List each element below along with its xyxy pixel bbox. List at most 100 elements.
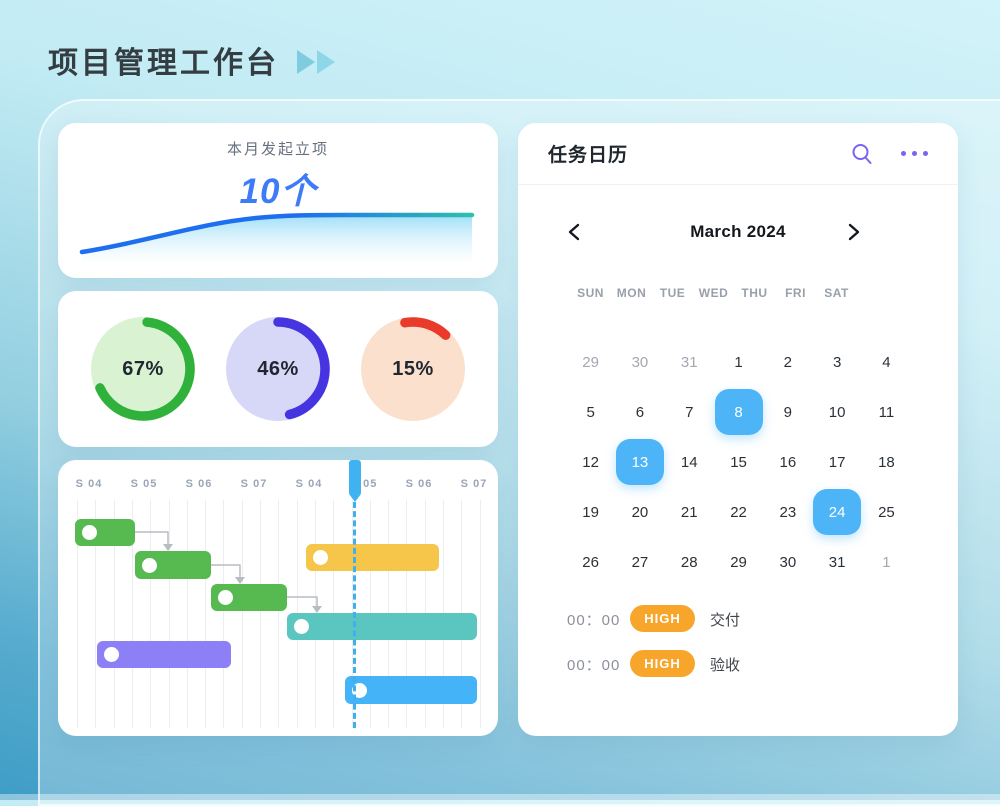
stat-label: 本月发起立项	[226, 141, 329, 158]
donut-percent-label: 67%	[122, 357, 164, 380]
gantt-gridline	[95, 500, 97, 728]
weekday-label-sun: SUN	[577, 286, 604, 300]
gantt-axis-label: S 06	[185, 478, 213, 490]
timeline-marker[interactable]	[349, 460, 361, 502]
day-cell-19[interactable]: 19	[582, 503, 599, 521]
date-grid: 29 30 31 1 2 3 4 5 6 7 8 9 10 11 12 13 14 15 16 17 18 19 20 21 2…	[566, 337, 911, 587]
day-cell-11[interactable]: 11	[878, 403, 895, 421]
day-cell-31[interactable]: 31	[828, 553, 846, 571]
day-cell-21[interactable]: 21	[680, 503, 698, 521]
day-cell-30[interactable]: 30	[631, 353, 649, 371]
stat-value: 10个	[239, 172, 317, 211]
prev-month-button[interactable]	[562, 220, 586, 244]
gantt-bar-3[interactable]	[211, 584, 287, 611]
priority-badge: HIGH	[630, 605, 695, 632]
task-row-2[interactable]: 00：00 HIGH 验收	[518, 650, 958, 678]
gantt-gridline	[77, 500, 78, 728]
fast-forward-icon	[295, 49, 339, 75]
day-cell-1[interactable]: 1	[734, 353, 743, 371]
day-cell-1[interactable]: 1	[882, 553, 891, 571]
search-icon[interactable]	[851, 143, 873, 165]
gantt-gridline	[113, 500, 115, 728]
calendar-title: 任务日历	[548, 145, 629, 166]
day-cell-25[interactable]: 25	[878, 503, 895, 521]
gantt-card: S 04 S 05 S 06 S 07 S 04 S 05 S 06 S 07	[58, 460, 498, 736]
day-cell-3[interactable]: 3	[832, 353, 842, 371]
gantt-bar-handle	[142, 557, 157, 573]
day-cell-7[interactable]: 7	[685, 403, 694, 421]
day-cell-23[interactable]: 23	[779, 503, 797, 521]
next-month-button[interactable]	[842, 220, 866, 244]
today-dashed-line	[353, 502, 356, 728]
month-navigation: March 2024	[518, 215, 958, 249]
gantt-bar-1[interactable]	[75, 519, 135, 546]
donut-percent-label: 46%	[257, 357, 299, 380]
day-cell-18[interactable]: 18	[878, 453, 895, 471]
task-label: 交付	[710, 612, 741, 629]
donut-chart-2: 46%	[220, 311, 336, 427]
progress-donuts-card: 67% 46% 15%	[58, 291, 498, 447]
day-cell-29[interactable]: 29	[582, 353, 599, 371]
page-title: 项目管理工作台	[48, 47, 279, 80]
gantt-gridline	[131, 500, 133, 728]
gantt-gridline	[205, 500, 207, 728]
day-cell-2[interactable]: 2	[783, 353, 792, 371]
gantt-gridline	[260, 500, 261, 728]
day-cell-22[interactable]: 22	[730, 503, 747, 521]
gantt-bar-handle	[313, 550, 328, 565]
weekday-header: SUN MON TUE WED THU FRI SAT	[570, 286, 857, 300]
day-cell-27[interactable]: 27	[631, 553, 649, 571]
gantt-bar-6[interactable]	[97, 641, 231, 668]
month-label: March 2024	[690, 222, 786, 241]
day-cell-8-selected[interactable]: 8	[714, 387, 763, 437]
day-cell-5[interactable]: 5	[586, 403, 595, 421]
day-cell-26[interactable]: 26	[582, 553, 599, 571]
day-cell-28[interactable]: 28	[680, 553, 698, 571]
weekday-label-wed: WED	[698, 286, 729, 300]
day-cell-16[interactable]: 16	[779, 453, 797, 471]
gantt-gridline	[168, 500, 170, 728]
task-calendar-card: 任务日历 March 2024 SUN MON TUE WED THU FRI SAT 29…	[518, 123, 958, 736]
gantt-axis-label: S 06	[405, 478, 433, 490]
bottom-highlight	[0, 794, 1000, 800]
day-cell-9[interactable]: 9	[783, 403, 792, 421]
page-header: 项目管理工作台	[48, 38, 339, 82]
gantt-bar-5[interactable]	[287, 613, 477, 640]
day-cell-31[interactable]: 31	[680, 353, 698, 371]
day-cell-17[interactable]: 17	[828, 453, 846, 471]
weekday-label-thu: THU	[741, 286, 768, 300]
day-cell-12[interactable]: 12	[582, 453, 599, 471]
gantt-gridline	[150, 500, 152, 728]
day-cell-6[interactable]: 6	[635, 403, 645, 421]
gantt-axis-label: S 05	[130, 478, 158, 490]
day-cell-15[interactable]: 15	[730, 453, 747, 471]
task-time: 00：00	[567, 612, 621, 629]
task-time: 00：00	[567, 657, 621, 674]
dependency-arrows	[135, 531, 322, 613]
task-row-1[interactable]: 00：00 HIGH 交付	[518, 605, 958, 633]
day-cell-24-selected[interactable]: 24	[812, 487, 862, 537]
gantt-bar-handle	[104, 647, 119, 662]
task-label: 验收	[710, 657, 741, 674]
day-cell-30[interactable]: 30	[779, 553, 797, 571]
gantt-axis-label: S 04	[75, 478, 103, 490]
gantt-gridline	[186, 500, 188, 728]
donut-percent-label: 15%	[392, 357, 434, 380]
gantt-bar-2[interactable]	[135, 551, 211, 579]
gantt-bar-handle	[294, 619, 309, 634]
weekday-label-tue: TUE	[659, 286, 686, 300]
weekday-label-sat: SAT	[824, 286, 849, 300]
gantt-bar-4[interactable]	[306, 544, 439, 571]
day-cell-13-selected[interactable]: 13	[615, 437, 664, 487]
day-cell-20[interactable]: 20	[631, 503, 649, 521]
gantt-axis-label: S 07	[460, 478, 488, 490]
more-options-icon[interactable]	[901, 151, 928, 156]
day-cell-14[interactable]: 14	[680, 453, 698, 471]
gantt-axis-label: S 04	[295, 478, 323, 490]
day-cell-29[interactable]: 29	[730, 553, 747, 571]
gantt-bar-handle	[82, 525, 97, 540]
day-cell-10[interactable]: 10	[828, 403, 846, 421]
donut-chart-3: 15%	[355, 311, 471, 427]
priority-badge: HIGH	[630, 650, 695, 677]
day-cell-4[interactable]: 4	[882, 353, 891, 371]
